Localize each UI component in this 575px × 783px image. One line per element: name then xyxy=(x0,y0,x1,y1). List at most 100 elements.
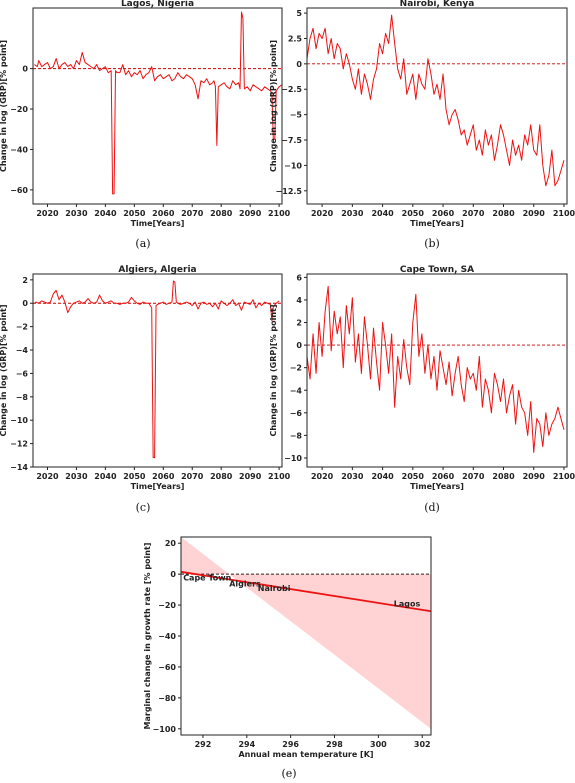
x-tick-label: 2090 xyxy=(523,209,546,218)
x-tick-label: 2090 xyxy=(523,472,546,481)
x-tick-label: 2080 xyxy=(210,472,233,481)
x-tick-label: 2050 xyxy=(402,209,425,218)
panel-caption: (d) xyxy=(424,501,440,514)
chart-title: Nairobi, Kenya xyxy=(400,0,475,9)
y-tick-label: −80 xyxy=(158,694,176,703)
x-tick-label: 2020 xyxy=(311,209,334,218)
x-tick-label: 2050 xyxy=(402,472,425,481)
x-tick-label: 2060 xyxy=(152,472,175,481)
y-tick-label: 5 xyxy=(296,9,302,18)
y-tick-label: −8 xyxy=(290,431,303,440)
y-tick-label: −40 xyxy=(10,145,28,154)
series-line xyxy=(180,570,432,613)
y-tick-label: 0 xyxy=(22,65,28,74)
x-tick-label: 2070 xyxy=(462,472,485,481)
y-tick-label: −20 xyxy=(10,105,28,114)
y-tick-label: −10 xyxy=(284,454,302,463)
city-annotation: Algiers xyxy=(229,580,261,589)
x-tick-label: 2080 xyxy=(492,209,515,218)
y-tick-label: −10 xyxy=(10,416,28,425)
series-line xyxy=(34,11,283,195)
confidence-band xyxy=(181,537,431,729)
y-tick-label: −60 xyxy=(158,663,176,672)
chart-panel-a: 2020 2030 2040 2050 2060 2070 2080 2090 2100 0 −20… xyxy=(0,0,291,250)
y-tick-label: −40 xyxy=(158,632,176,641)
chart-panel-d: 2020 2030 2040 2050 2060 2070 2080 2090 2100 6 4 2 0… xyxy=(269,265,575,514)
y-tick-label: −2 xyxy=(290,364,302,373)
panel-caption: (e) xyxy=(281,767,296,780)
axes-frame xyxy=(306,7,568,205)
x-axis-label: Annual mean temperature [K] xyxy=(238,750,373,759)
city-annotation: Nairobi xyxy=(258,584,291,593)
x-tick-label: 2030 xyxy=(65,472,88,481)
y-tick-label: −8 xyxy=(16,393,29,402)
chart-title: Lagos, Nigeria xyxy=(121,0,194,9)
x-tick-label: 2080 xyxy=(492,472,515,481)
y-tick-label: −4 xyxy=(290,386,303,395)
series-line xyxy=(306,14,565,187)
y-tick-label: −6 xyxy=(290,409,303,418)
x-tick-label: 2080 xyxy=(210,209,233,218)
x-tick-label: 2030 xyxy=(341,209,364,218)
y-axis-label: Change in log (GRP)[% point] xyxy=(269,40,278,172)
x-tick-label: 294 xyxy=(238,740,255,749)
axes-frame xyxy=(306,273,568,468)
y-axis-label: Change in log (GRP)[% point] xyxy=(269,304,278,436)
x-tick-label: 2100 xyxy=(268,472,291,481)
y-tick-label: 0 xyxy=(296,341,302,350)
x-tick-label: 292 xyxy=(195,740,212,749)
y-tick-label: −60 xyxy=(10,186,28,195)
axes-frame xyxy=(32,7,283,205)
x-tick-label: 2060 xyxy=(432,472,455,481)
x-tick-label: 2070 xyxy=(181,472,204,481)
panel-caption: (c) xyxy=(136,501,151,514)
x-tick-label: 296 xyxy=(282,740,299,749)
x-tick-label: 2040 xyxy=(94,209,117,218)
x-tick-label: 2090 xyxy=(239,472,262,481)
x-axis-label: Time[Years] xyxy=(131,219,185,228)
x-tick-label: 2100 xyxy=(553,472,575,481)
x-tick-label: 2100 xyxy=(268,209,291,218)
axes-frame xyxy=(32,273,283,468)
x-tick-label: 2090 xyxy=(239,209,262,218)
x-tick-label: 2070 xyxy=(462,209,485,218)
y-tick-label: −12.5 xyxy=(276,187,303,196)
x-tick-label: 2100 xyxy=(553,209,575,218)
y-tick-label: 4 xyxy=(296,296,302,305)
x-tick-label: 2070 xyxy=(181,209,204,218)
series-line xyxy=(34,280,280,459)
y-tick-label: 20 xyxy=(165,539,177,548)
y-tick-label: −2.5 xyxy=(281,85,302,94)
y-tick-label: −4 xyxy=(16,346,29,355)
city-annotation: Lagos xyxy=(394,600,421,609)
x-tick-label: 2040 xyxy=(371,472,394,481)
x-tick-label: 2060 xyxy=(152,209,175,218)
x-tick-label: 2030 xyxy=(341,472,364,481)
y-tick-label: −10 xyxy=(284,161,302,170)
x-tick-label: 2050 xyxy=(123,209,146,218)
x-tick-label: 2040 xyxy=(371,209,394,218)
chart-title: Algiers, Algeria xyxy=(118,265,196,275)
x-axis-label: Time[Years] xyxy=(410,482,464,491)
x-tick-label: 298 xyxy=(326,740,343,749)
x-axis-label: Time[Years] xyxy=(131,482,185,491)
y-tick-label: −14 xyxy=(10,463,28,472)
y-axis-label: Change in log (GRP)[% point] xyxy=(0,40,8,172)
city-annotation: Cape Town xyxy=(183,573,231,582)
x-tick-label: 2020 xyxy=(36,472,59,481)
y-tick-label: −12 xyxy=(10,440,28,449)
y-tick-label: −2 xyxy=(16,323,28,332)
y-tick-label: 2.5 xyxy=(288,34,303,43)
x-tick-label: 2060 xyxy=(432,209,455,218)
x-tick-label: 2040 xyxy=(94,472,117,481)
x-tick-label: 2020 xyxy=(311,472,334,481)
panel-caption: (a) xyxy=(135,237,150,250)
y-tick-label: −7.5 xyxy=(281,136,302,145)
chart-title: Cape Town, SA xyxy=(400,265,474,275)
x-tick-label: 2050 xyxy=(123,472,146,481)
y-tick-label: 2 xyxy=(296,319,302,328)
y-tick-label: −20 xyxy=(158,601,176,610)
chart-panel-b: 2020 2030 2040 2050 2060 2070 2080 2090 2100 5 2.5… xyxy=(269,0,575,250)
x-tick-label: 302 xyxy=(414,740,431,749)
